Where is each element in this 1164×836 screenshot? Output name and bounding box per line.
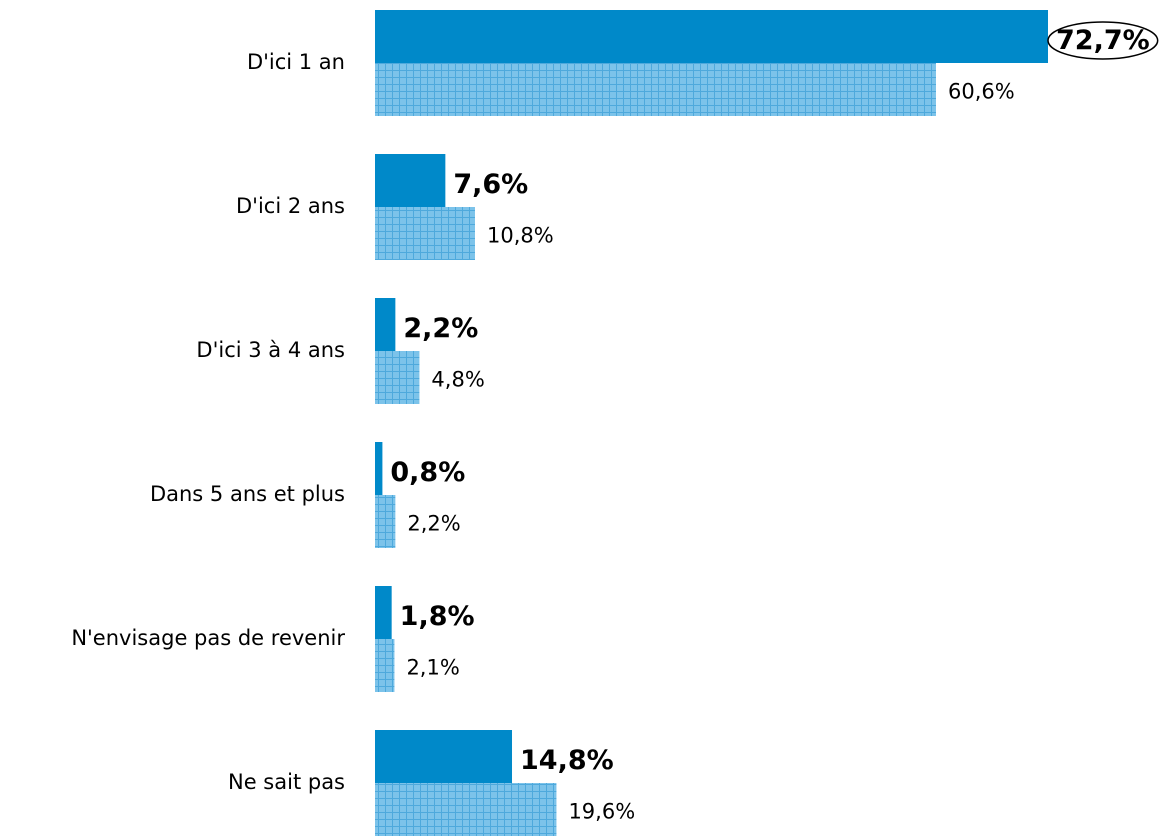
bar [375,442,383,495]
value-label: 2,2% [407,512,460,536]
bar [375,351,420,404]
value-label: 7,6% [453,169,528,200]
value-label: 14,8% [520,745,614,776]
highlight-ellipse [1047,21,1159,60]
bar [375,730,513,783]
bar [375,495,396,548]
category-label: N'envisage pas de revenir [71,626,345,650]
bar [375,154,446,207]
value-label: 19,6% [568,800,635,824]
bar [375,783,557,836]
value-label: 4,8% [431,368,484,392]
value-label: 0,8% [390,457,465,488]
value-label: 60,6% [948,80,1015,104]
bar [375,63,936,116]
bar [375,639,395,692]
bar [375,586,392,639]
value-label: 72,7% [1056,25,1150,56]
bar [375,10,1048,63]
value-label: 2,2% [403,313,478,344]
value-label: 2,1% [406,656,459,680]
bar [375,207,475,260]
bar [375,298,396,351]
category-label: D'ici 3 à 4 ans [196,338,345,362]
category-label: Dans 5 ans et plus [150,482,345,506]
category-label: D'ici 1 an [247,50,345,74]
value-label: 10,8% [487,224,554,248]
value-label: 1,8% [400,601,475,632]
category-label: D'ici 2 ans [236,194,345,218]
category-label: Ne sait pas [228,770,345,794]
